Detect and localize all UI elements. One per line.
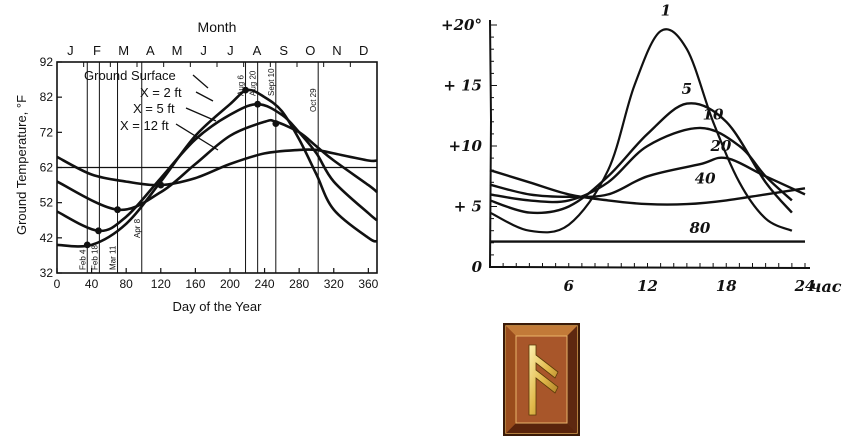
data-point <box>242 86 249 94</box>
legend-ground-surface: Ground Surface <box>84 68 176 83</box>
x-tick-label: 18 <box>716 277 737 295</box>
x-tick-label: 360 <box>358 277 378 291</box>
month-label: J <box>67 43 74 58</box>
y-tick-label: 32 <box>40 266 54 280</box>
legend-x-2ft: X = 2 ft <box>140 85 182 100</box>
data-point <box>157 181 165 189</box>
y-tick-label: +10 <box>449 137 483 155</box>
y-tick-label: 82 <box>40 90 54 104</box>
month-label: J <box>200 43 207 58</box>
x-tick-label: 320 <box>324 277 344 291</box>
y-tick-label: + 5 <box>454 198 482 216</box>
series-line <box>489 28 793 234</box>
data-point <box>83 241 91 249</box>
legend-leader <box>195 91 214 102</box>
series-line <box>489 156 806 199</box>
y-tick-label: 52 <box>40 196 54 210</box>
data-point <box>272 120 280 127</box>
rune-ansuz-icon <box>503 323 580 436</box>
x-tick-label: 6 <box>564 277 575 295</box>
month-label: N <box>332 43 341 58</box>
series-label: 10 <box>703 105 724 123</box>
y-tick-label: + 15 <box>443 77 482 95</box>
series-line <box>56 148 378 187</box>
series-label: 1 <box>661 1 671 19</box>
series-line <box>489 102 793 215</box>
month-label: O <box>305 43 315 58</box>
data-point <box>95 227 102 235</box>
data-point <box>114 206 121 214</box>
y-tick-label: 62 <box>40 161 54 175</box>
x-tick-label: 200 <box>220 277 240 291</box>
hourly-temperature-chart: 1 5 10 20 40 80 6 12 18 24 0 + 5 +10 + 15 +20° час <box>441 1 842 296</box>
date-marker-label: Apr 8 <box>133 218 142 238</box>
month-label: F <box>93 43 101 58</box>
y-tick-label: 92 <box>40 55 54 69</box>
legend-leader <box>192 74 209 89</box>
series-line <box>489 169 806 206</box>
chart-title: Month <box>198 19 237 35</box>
y-axis-label: Ground Temperature, °F <box>14 95 29 235</box>
y-tick-label: +20° <box>441 16 482 34</box>
plot-frame <box>56 61 378 274</box>
date-marker-label: Aug 20 <box>249 70 258 96</box>
series-line <box>56 118 378 212</box>
date-marker-label: Aug 6 <box>237 75 246 96</box>
series-line <box>56 88 378 248</box>
month-label: D <box>359 43 368 58</box>
month-label: A <box>253 43 262 58</box>
x-tick-label: 24 <box>794 277 816 295</box>
date-marker-label: Feb 4 <box>78 249 87 270</box>
legend-x-5ft: X = 5 ft <box>133 101 175 116</box>
date-marker-label: Oct 29 <box>309 88 318 112</box>
month-label: J <box>227 43 234 58</box>
series-label: 5 <box>682 80 692 98</box>
legend-leader <box>175 123 219 151</box>
series-label: 20 <box>710 137 732 155</box>
date-marker-label: Sept 10 <box>267 68 276 96</box>
date-marker-label: Feb 18 <box>90 245 99 270</box>
y-tick-label: 42 <box>40 231 54 245</box>
month-label: A <box>146 43 155 58</box>
x-axis-unit-label: час <box>810 277 842 296</box>
data-point <box>254 100 262 108</box>
x-tick-label: 240 <box>255 277 275 291</box>
month-label: M <box>172 43 183 58</box>
x-tick-label: 280 <box>289 277 309 291</box>
x-tick-label: 12 <box>637 277 658 295</box>
x-tick-label: 40 <box>85 277 99 291</box>
x-axis-label: Day of the Year <box>173 299 263 314</box>
series-label: 80 <box>690 219 711 237</box>
series-label: 40 <box>695 170 716 188</box>
month-label: S <box>279 43 288 58</box>
legend-x-12ft: X = 12 ft <box>120 118 169 133</box>
x-tick-label: 120 <box>151 277 171 291</box>
y-tick-label: 0 <box>472 258 483 276</box>
x-tick-label: 0 <box>54 277 61 291</box>
y-tick-label: 72 <box>40 125 54 139</box>
x-tick-label: 160 <box>185 277 205 291</box>
x-tick-label: 80 <box>120 277 134 291</box>
ground-temperature-chart: Feb 4 Feb 18 Mar 11 Apr 8 Aug 6 Aug 20 Sept 10… <box>14 19 379 314</box>
date-marker-label: Mar 11 <box>109 245 118 270</box>
series-line <box>489 126 793 204</box>
legend-leader <box>185 107 217 122</box>
month-label: M <box>118 43 129 58</box>
